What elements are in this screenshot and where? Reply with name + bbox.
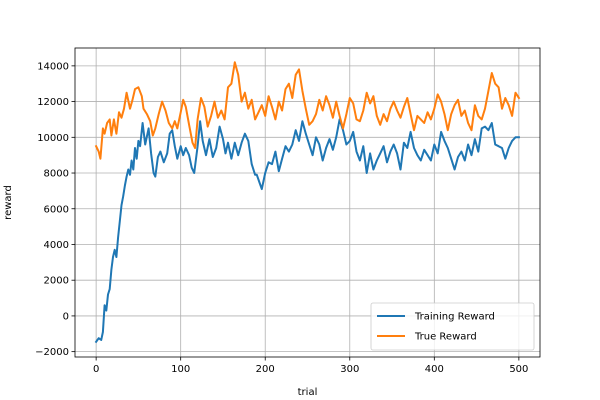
x-tick-label: 400 xyxy=(425,364,444,375)
x-tick-label: 0 xyxy=(93,364,99,375)
y-tick-label: 2000 xyxy=(44,276,69,287)
x-tick-label: 300 xyxy=(340,364,359,375)
grid xyxy=(75,48,540,357)
legend-label-training-reward: Training Reward xyxy=(414,312,495,323)
x-tick-label: 200 xyxy=(256,364,275,375)
x-axis-label: trial xyxy=(298,387,318,398)
y-tick-label: 12000 xyxy=(37,97,69,108)
series-line-true-reward xyxy=(94,61,521,160)
x-tick-label: 100 xyxy=(171,364,190,375)
series-layer xyxy=(94,61,521,344)
legend: Training Reward True Reward xyxy=(370,302,535,351)
y-tick-label: 14000 xyxy=(37,61,69,72)
legend-label-true-reward: True Reward xyxy=(414,332,477,343)
x-tick-label: 500 xyxy=(509,364,528,375)
plot-frame xyxy=(74,47,541,358)
legend-box xyxy=(370,302,535,351)
ticks: 0 100 200 300 400 500 −2000 0 2000 4000 6000 8000 10… xyxy=(35,61,528,375)
y-tick-label: 10000 xyxy=(37,133,69,144)
y-tick-label: 6000 xyxy=(44,204,69,215)
y-axis-label: reward xyxy=(3,185,14,220)
y-tick-label: 0 xyxy=(63,311,69,322)
series-line-training-reward xyxy=(94,118,520,344)
y-tick-label: 8000 xyxy=(44,169,69,180)
y-tick-label: 4000 xyxy=(44,240,69,251)
y-tick-label: −2000 xyxy=(35,347,69,358)
